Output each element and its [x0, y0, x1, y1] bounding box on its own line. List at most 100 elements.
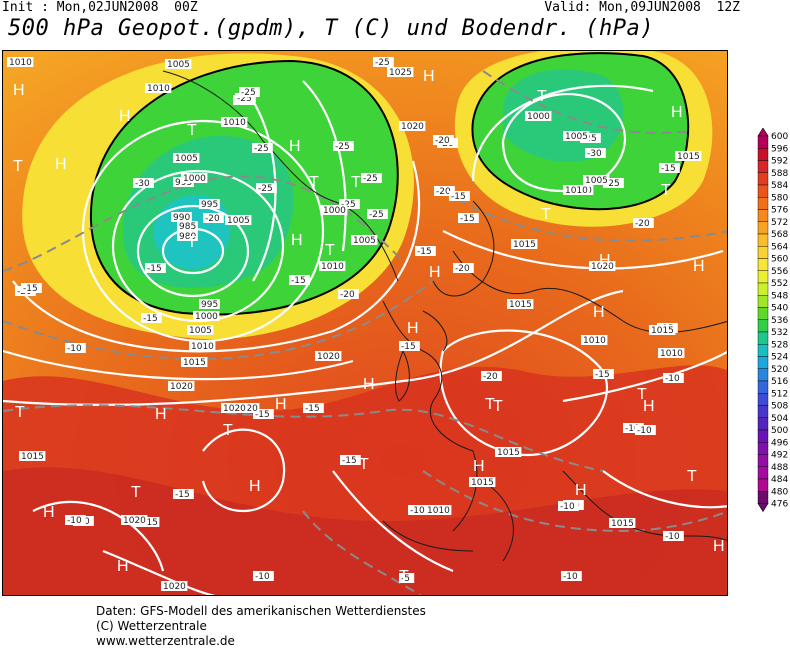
temperature-label: -10 [665, 532, 680, 542]
color-scale-value: 572 [771, 218, 788, 228]
high-pressure-marker: H [291, 232, 303, 249]
temperature-label-box [333, 141, 354, 151]
pressure-label-box [321, 205, 348, 215]
color-scale-swatch [757, 258, 769, 271]
color-scale-value: 516 [771, 377, 788, 387]
temperature-label-box [203, 213, 224, 223]
pressure-label-box [581, 335, 608, 345]
color-scale-value: 488 [771, 463, 788, 473]
temperature-label: -25 [369, 210, 384, 220]
color-scale-swatch [757, 478, 769, 492]
pressure-label-box [171, 212, 192, 222]
pressure-label-box [165, 59, 192, 69]
color-scale-swatch [757, 197, 769, 210]
pressure-label: 1010 [565, 186, 588, 196]
low-pressure-marker: T [661, 182, 671, 199]
temperature-label: -20 [340, 290, 355, 300]
color-scale-value: 532 [771, 328, 788, 338]
pressure-label-box [181, 173, 208, 183]
temperature-label-box [635, 425, 656, 435]
temperature-label-box [399, 573, 415, 583]
temperature-label-box [339, 199, 360, 209]
temperature-label: -30 [135, 179, 150, 189]
pressure-label-box [189, 341, 216, 351]
temperature-label-box [235, 93, 256, 103]
low-pressure-marker: T [359, 456, 369, 473]
pressure-label-box [387, 67, 414, 77]
low-pressure-marker: T [637, 386, 647, 403]
pressure-label: 1010 [9, 58, 32, 68]
pressure-label: 995 [201, 200, 218, 210]
temperature-label-box [65, 515, 86, 525]
color-scale-swatch [757, 135, 769, 149]
color-scale-value: 564 [771, 242, 788, 252]
color-scale-swatch [757, 184, 769, 198]
low-pressure-marker: T [537, 88, 547, 105]
pressure-label: 1010 [321, 262, 344, 272]
low-pressure-marker: T [15, 404, 25, 421]
temperature-label: -30 [587, 149, 602, 159]
temperature-label: -10 [563, 572, 578, 582]
pressure-label: 1020 [163, 582, 186, 592]
low-pressure-marker: T [223, 422, 233, 439]
pressure-label: 1010 [147, 84, 170, 94]
color-scale-swatch [757, 356, 769, 369]
temperature-label-box [623, 423, 644, 433]
pressure-label: 1005 [189, 326, 212, 336]
pressure-label: 1015 [497, 448, 520, 458]
pressure-label-box [319, 261, 346, 271]
color-scale-swatch [757, 209, 769, 222]
color-scale-value: 524 [771, 353, 788, 363]
pressure-label: 1005 [353, 236, 376, 246]
pressure-label: 1015 [677, 152, 700, 162]
temperature-label: -15 [451, 192, 466, 202]
low-pressure-marker: T [131, 484, 141, 501]
color-scale-value: 600 [771, 132, 788, 142]
color-scale-value: 560 [771, 255, 788, 265]
color-scale-swatch [757, 307, 769, 320]
high-pressure-marker: H [55, 156, 67, 173]
high-pressure-marker: H [407, 320, 419, 337]
color-scale-swatch [757, 405, 769, 418]
pressure-label: 1015 [611, 519, 634, 529]
color-scale-swatch [757, 270, 769, 284]
color-scale-swatch [757, 331, 769, 345]
color-scale-swatch [757, 368, 769, 382]
high-pressure-marker: H [275, 396, 287, 413]
website-line: www.wetterzentrale.de [96, 634, 235, 648]
pressure-label: 1005 [167, 60, 190, 70]
color-scale-swatch [757, 466, 769, 480]
temperature-label: -15 [595, 370, 610, 380]
temperature-label-box [173, 489, 194, 499]
temperature-label-box [253, 571, 274, 581]
temperature-label: -10 [665, 374, 680, 384]
pressure-label: 1000 [323, 206, 346, 216]
temperature-label-box [141, 313, 162, 323]
temperature-label-box [65, 343, 86, 353]
high-pressure-marker: H [693, 258, 705, 275]
temperature-label: -25 [375, 58, 390, 68]
temperature-label-box [603, 178, 624, 188]
temperature-label: -20 [205, 214, 220, 224]
color-scale-swatch [757, 246, 769, 259]
pressure-label: 1005 [227, 216, 250, 226]
warm-air-region-south [3, 467, 727, 595]
temperature-label-box [663, 531, 684, 541]
color-scale-arrow-top [757, 128, 769, 137]
color-scale-swatch [757, 295, 769, 308]
color-scale-value: 588 [771, 169, 788, 179]
pressure-label: 1000 [183, 174, 206, 184]
chart-title: 500 hPa Geopot.(gpdm), T (C) und Bodendr… [8, 16, 655, 41]
pressure-label: 1000 [527, 112, 550, 122]
color-scale-value: 568 [771, 230, 788, 240]
pressure-label-box [121, 515, 148, 525]
high-pressure-marker: H [43, 504, 55, 521]
temperature-label-box [580, 133, 601, 143]
color-scale-swatch [757, 160, 769, 173]
temperature-label: -15 [460, 214, 475, 224]
color-scale-swatch [757, 429, 769, 443]
temperature-label: -15 [147, 264, 162, 274]
color-scale-value: 500 [771, 426, 788, 436]
pressure-label: 1010 [583, 336, 606, 346]
